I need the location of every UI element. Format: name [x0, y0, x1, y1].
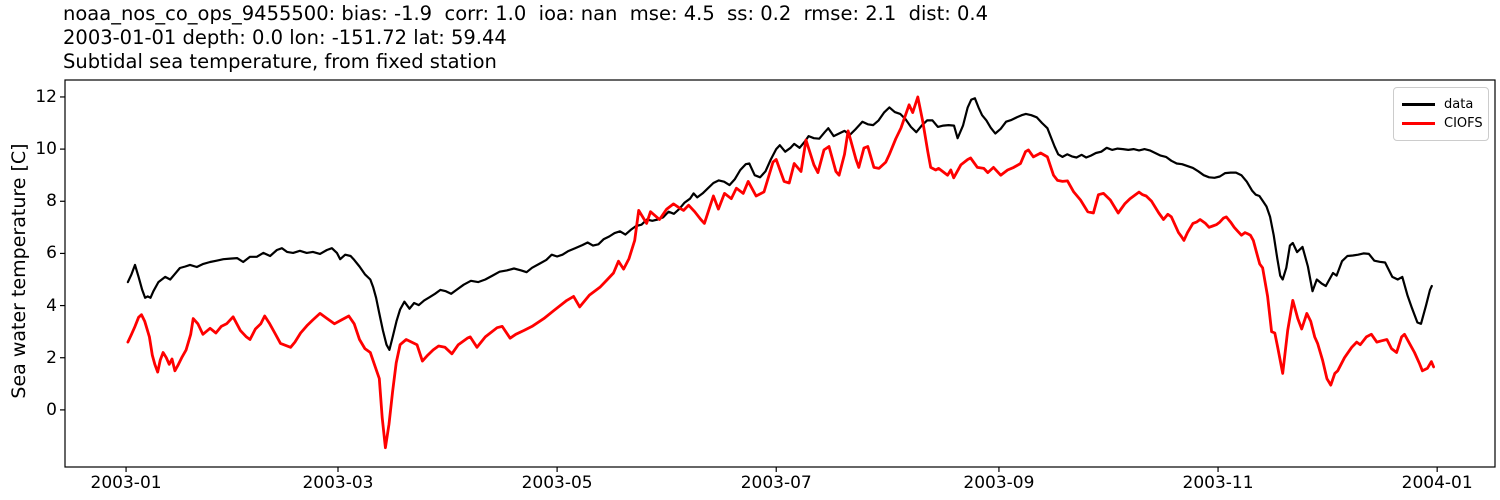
chart-title-line-1: noaa_nos_co_ops_9455500: bias: -1.9 corr…: [63, 2, 989, 25]
series-line-CIOFS: [126, 95, 1435, 450]
chart-title-line-2: 2003-01-01 depth: 0.0 lon: -151.72 lat: …: [63, 26, 507, 49]
y-tick-label: 2: [46, 347, 57, 368]
y-tick-label: 12: [35, 86, 57, 107]
y-tick-label: 4: [46, 295, 57, 316]
series-line-data: [126, 97, 1433, 351]
legend-line-black-icon: [1402, 103, 1435, 106]
plot-frame: [64, 79, 1496, 468]
x-tick-label: 2003-03: [302, 473, 374, 493]
x-tick-label: 2003-11: [1182, 473, 1254, 493]
y-tick-label: 10: [35, 139, 57, 160]
legend: data CIOFS: [1393, 87, 1489, 141]
x-tick-label: 2004-01: [1401, 473, 1473, 493]
chart-title: noaa_nos_co_ops_9455500: bias: -1.9 corr…: [63, 2, 988, 74]
x-tick-label: 2003-09: [963, 473, 1035, 493]
y-tick-label: 0: [46, 399, 57, 420]
x-tick-label: 2003-01: [90, 473, 162, 493]
x-tick-label: 2003-07: [740, 473, 812, 493]
y-tick-label: 8: [46, 191, 57, 212]
legend-line-red-icon: [1402, 122, 1435, 125]
x-tick-label: 2003-05: [521, 473, 593, 493]
legend-entry-data: data: [1402, 95, 1480, 114]
legend-entry-ciofs: CIOFS: [1402, 114, 1483, 133]
y-tick-label: 6: [46, 243, 57, 264]
chart-title-line-3: Subtidal sea temperature, from fixed sta…: [63, 50, 497, 73]
legend-label-ciofs: CIOFS: [1444, 116, 1483, 131]
legend-label-data: data: [1444, 97, 1474, 112]
